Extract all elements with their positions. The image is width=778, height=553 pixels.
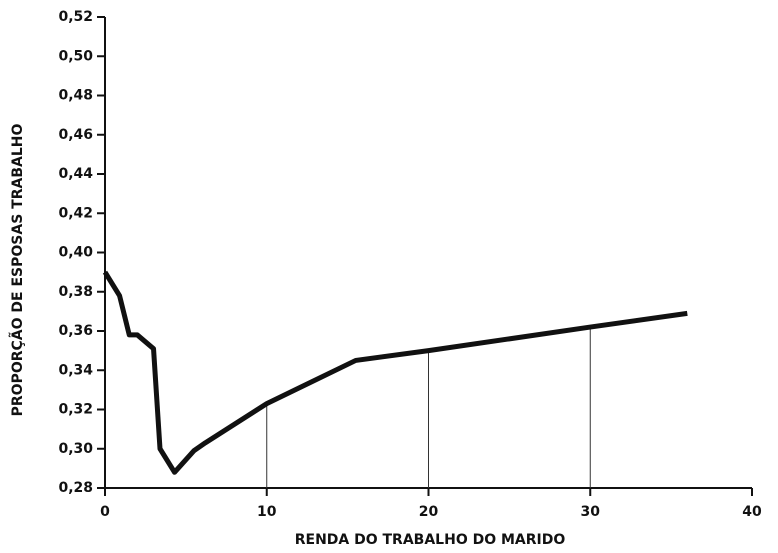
- y-tick-label: 0,46: [58, 127, 93, 143]
- x-axis-label: RENDA DO TRABALHO DO MARIDO: [295, 532, 566, 548]
- x-tick-label: 10: [257, 504, 277, 520]
- y-tick-label: 0,52: [58, 9, 93, 25]
- y-axis-label: PROPORÇÃO DE ESPOSAS TRABALHO: [9, 124, 26, 417]
- y-tick-label: 0,44: [58, 166, 93, 182]
- y-tick-label: 0,48: [58, 88, 93, 104]
- x-tick-label: 40: [742, 504, 762, 520]
- y-tick-label: 0,34: [58, 362, 93, 378]
- y-tick-label: 0,40: [58, 245, 93, 261]
- y-tick-label: 0,42: [58, 205, 93, 221]
- y-tick-label: 0,32: [58, 402, 93, 418]
- y-tick-label: 0,50: [58, 48, 93, 64]
- y-tick-label: 0,28: [58, 480, 93, 496]
- x-tick-label: 30: [581, 504, 601, 520]
- y-tick-label: 0,38: [58, 284, 93, 300]
- data-line: [102, 270, 688, 475]
- y-tick-label: 0,30: [58, 441, 93, 457]
- x-tick-label: 20: [419, 504, 439, 520]
- x-tick-label: 0: [100, 504, 110, 520]
- y-tick-label: 0,36: [58, 323, 93, 339]
